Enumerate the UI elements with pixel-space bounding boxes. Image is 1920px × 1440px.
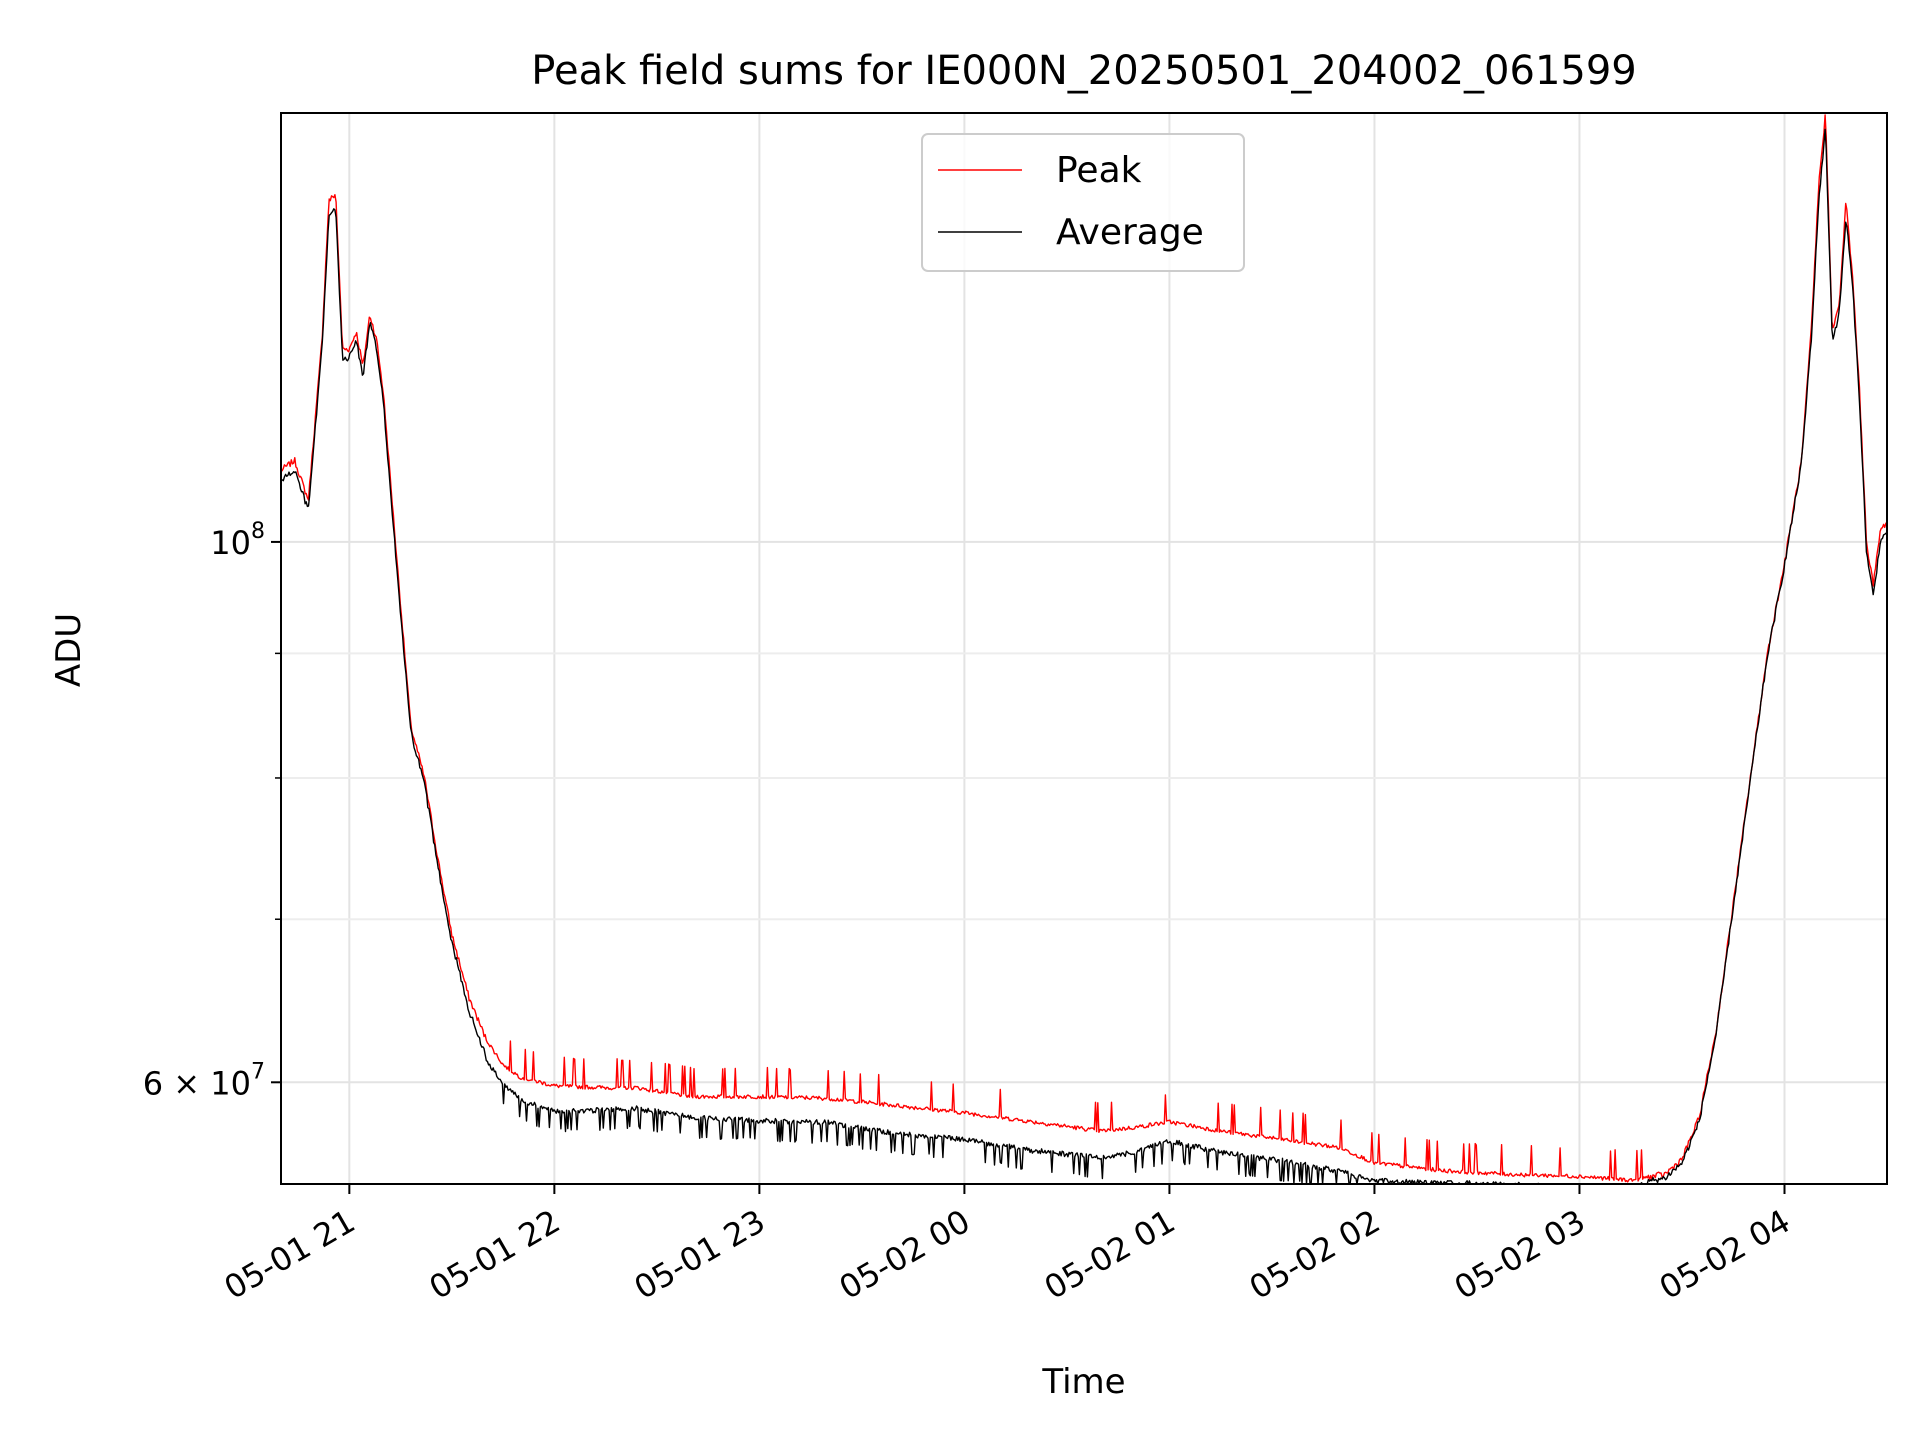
- y-tick-base: 10: [210, 524, 251, 562]
- series-line-peak: [280, 114, 1888, 1183]
- x-axis-label: Time: [1041, 1362, 1125, 1402]
- legend-box: [921, 133, 1245, 272]
- y-tick-base: 6 × 10: [143, 1064, 251, 1102]
- legend-label-average: Average: [1056, 212, 1204, 253]
- y-tick-label: 108: [210, 519, 265, 562]
- legend-label-peak: Peak: [1056, 150, 1142, 191]
- chart-title: Peak field sums for IE000N_20250501_2040…: [531, 48, 1636, 94]
- y-axis: 6 × 107 108: [143, 519, 281, 1102]
- plot-frame: [280, 112, 1888, 1185]
- y-tick-label: 6 × 107: [143, 1059, 265, 1102]
- y-tick-exponent: 7: [251, 1059, 265, 1084]
- grid: [281, 113, 1887, 1184]
- legend: Peak Average: [921, 133, 1245, 272]
- y-axis-label: ADU: [49, 613, 89, 687]
- y-tick-exponent: 8: [251, 519, 265, 544]
